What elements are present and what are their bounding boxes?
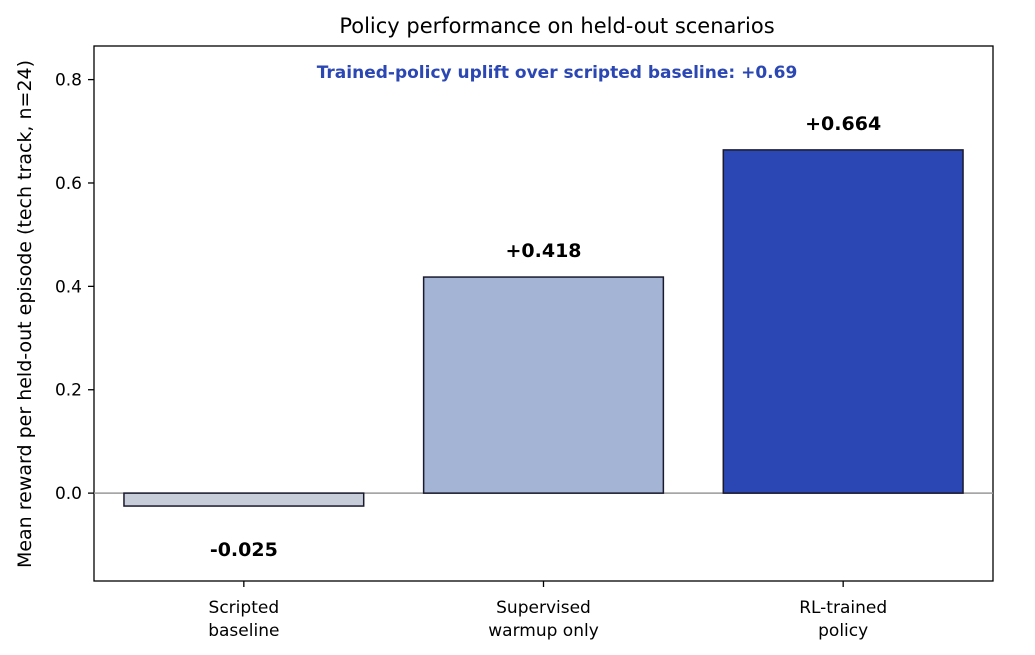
x-tick-label-line: warmup only xyxy=(488,621,599,641)
y-tick-label-1: 0.2 xyxy=(55,381,82,401)
x-tick-label-line: RL-trained xyxy=(799,598,887,618)
x-tick-label-1: Supervised warmup only xyxy=(488,598,599,641)
bar-value-label-2: +0.664 xyxy=(805,113,881,135)
bars xyxy=(123,149,964,507)
y-tick-label-0: 0.0 xyxy=(55,484,82,504)
y-tick-label-2: 0.4 xyxy=(55,277,82,297)
bar-labels: -0.025 +0.418 +0.664 xyxy=(210,113,881,561)
bar-1 xyxy=(422,276,665,494)
y-axis-label: Mean reward per held-out episode (tech t… xyxy=(14,60,36,568)
uplift-annotation: Trained-policy uplift over scripted base… xyxy=(317,63,798,83)
x-tick-label-2: RL-trained policy xyxy=(799,598,887,641)
bar-value-label-1: +0.418 xyxy=(505,240,581,262)
x-tick-label-line: policy xyxy=(818,621,868,641)
x-tick-label-line: Supervised xyxy=(496,598,591,618)
x-tick-label-0: Scripted baseline xyxy=(208,598,279,641)
y-axis-ticks: 0.0 0.2 0.4 0.6 0.8 xyxy=(55,71,94,504)
x-tick-label-line: Scripted xyxy=(209,598,280,618)
y-tick-label-3: 0.6 xyxy=(55,174,82,194)
bar-2 xyxy=(722,149,964,494)
y-tick-label-4: 0.8 xyxy=(55,71,82,91)
bar-0 xyxy=(123,492,365,507)
x-tick-label-line: baseline xyxy=(208,621,279,641)
x-axis-ticks: Scripted baseline Supervised warmup only RL-… xyxy=(208,581,887,641)
chart-title: Policy performance on held-out scenarios xyxy=(339,14,774,38)
bar-value-label-0: -0.025 xyxy=(210,539,278,561)
